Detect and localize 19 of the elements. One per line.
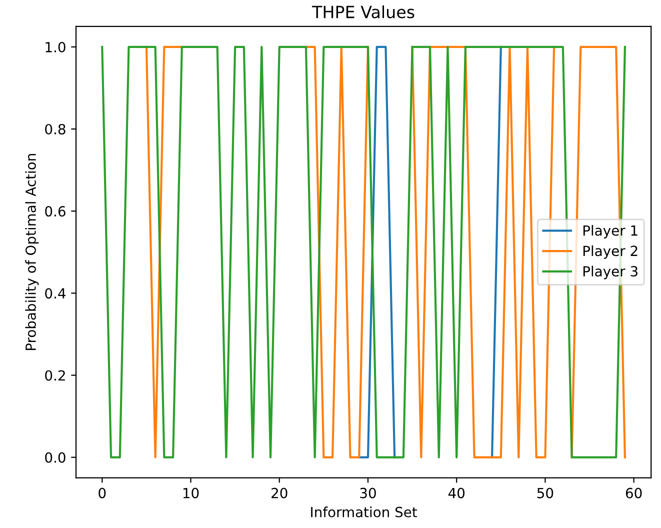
x-tick-label: 50	[537, 488, 554, 498]
x-axis-title: Information Set	[311, 506, 418, 518]
y-tick-label: 0.8	[45, 124, 66, 134]
y-axis-title: Probability of Optimal Action	[25, 154, 39, 350]
legend-label: Player 3	[583, 266, 638, 280]
x-tick-label: 60	[626, 488, 642, 498]
y-tick-label: 0.4	[45, 288, 66, 299]
x-tick-label: 30	[360, 488, 376, 498]
x-tick-label: 0	[98, 488, 106, 498]
chart-title: THPE Values	[312, 5, 414, 18]
legend-label: Player 2	[583, 245, 638, 259]
y-tick-label: 0.2	[45, 370, 65, 381]
legend-label: Player 1	[583, 225, 638, 238]
y-tick-label: 0.0	[45, 452, 66, 463]
x-tick-label: 40	[448, 488, 465, 498]
y-tick-label: 0.6	[45, 206, 66, 217]
y-tick-label: 1.0	[46, 42, 66, 52]
x-tick-label: 10	[183, 488, 199, 498]
x-tick-label: 20	[272, 488, 288, 498]
